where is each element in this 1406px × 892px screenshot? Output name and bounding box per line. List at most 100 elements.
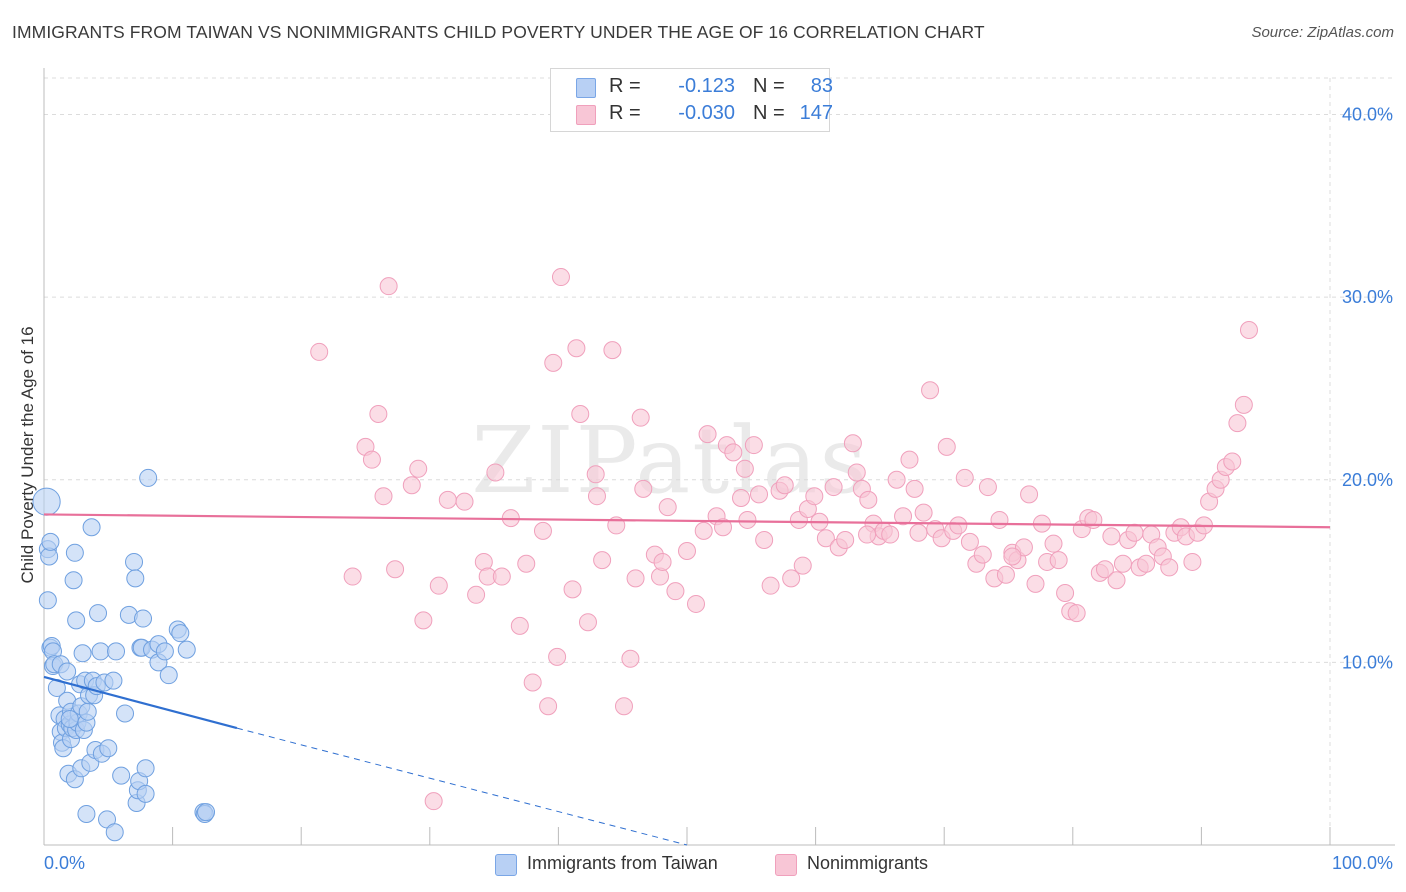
taiwan-point [38, 591, 57, 610]
taiwan-point [77, 804, 96, 823]
nonimmigrants-points [310, 268, 1258, 811]
nonimmigrant-point [343, 567, 362, 586]
nonimmigrant-point [805, 487, 824, 506]
x-tick-label: 100.0% [1332, 853, 1393, 873]
nonimmigrant-point [724, 443, 743, 462]
taiwan-point [91, 642, 110, 661]
taiwan-point [105, 823, 124, 842]
nonimmigrant-point [1223, 452, 1242, 471]
taiwan-point [125, 552, 144, 571]
taiwan-point [82, 518, 101, 537]
taiwan-point [89, 604, 108, 623]
nonimmigrant-point [1067, 604, 1086, 623]
nonimmigrant-point [567, 339, 586, 358]
nonimmigrant-point [960, 532, 979, 551]
nonimmigrant-point [914, 503, 933, 522]
taiwan-point [139, 468, 158, 487]
taiwan-point [78, 702, 97, 721]
nonimmigrant-point [735, 459, 754, 478]
nonimmigrant-point [631, 408, 650, 427]
nonimmigrant-point [1003, 547, 1022, 566]
taiwan-trend-line [43, 675, 238, 730]
nonimmigrant-point [973, 545, 992, 564]
nonimmigrant-point [402, 476, 421, 495]
nonimmigrant-point [859, 490, 878, 509]
taiwan-swatch [495, 854, 517, 876]
nonimmigrant-point [1183, 552, 1202, 571]
x-tick-label: 0.0% [44, 853, 85, 873]
nonimmigrant-point [626, 569, 645, 588]
taiwan-point [41, 532, 60, 551]
nonimmigrant-point [978, 478, 997, 497]
n-value: 147 [799, 102, 833, 124]
nonimmigrant-point [843, 434, 862, 453]
taiwan-trend-extension [236, 727, 688, 846]
nonimmigrant-point [990, 510, 1009, 529]
nonimmigrant-point [517, 554, 536, 573]
nonimmigrant-point [571, 405, 590, 424]
y-tick-label: 10.0% [1342, 652, 1393, 672]
nonimmigrant-point [761, 576, 780, 595]
nonimmigrant-point [1102, 527, 1121, 546]
taiwan-swatch [576, 78, 596, 98]
taiwan-points [32, 468, 216, 842]
r-value: -0.030 [678, 102, 735, 124]
taiwan-point [64, 571, 83, 590]
taiwan-point [126, 569, 145, 588]
legend-label: Nonimmigrants [807, 853, 929, 873]
n-label: N = [753, 75, 785, 97]
nonimmigrant-point [1239, 321, 1258, 340]
nonimmigrant-point [548, 647, 567, 666]
axes [43, 68, 1395, 846]
taiwan-point [73, 644, 92, 663]
nonimmigrant-point [881, 525, 900, 544]
tick-labels: 10.0% 20.0% 30.0% 40.0% 0.0% 100.0% [44, 105, 1393, 873]
nonimmigrant-point [429, 576, 448, 595]
nonimmigrant-point [816, 529, 835, 548]
nonimmigrant-point [486, 463, 505, 482]
nonimmigrant-point [1107, 571, 1126, 590]
nonimmigrant-point [544, 353, 563, 372]
nonimmigrant-point [1113, 554, 1132, 573]
taiwan-point [159, 666, 178, 685]
nonimmigrant-point [409, 459, 428, 478]
r-label: R = [609, 102, 641, 124]
nonimmigrant-point [492, 567, 511, 586]
nonimmigrant-point [578, 613, 597, 632]
nonimmigrant-point [379, 277, 398, 296]
trend-lines [43, 513, 1331, 846]
nonimmigrant-point [894, 507, 913, 526]
nonimmigrant-point [1056, 583, 1075, 602]
nonimmigrant-point [738, 510, 757, 529]
nonimmigrants-swatch [576, 105, 596, 125]
taiwan-point [112, 766, 131, 785]
nonimmigrant-point [1049, 551, 1068, 570]
y-axis-label: Child Poverty Under the Age of 16 [18, 326, 37, 584]
nonimmigrant-point [455, 492, 474, 511]
nonimmigrant-point [510, 616, 529, 635]
nonimmigrant-point [755, 531, 774, 550]
nonimmigrant-point [732, 489, 751, 508]
nonimmigrant-point [386, 560, 405, 579]
nonimmigrant-point [310, 342, 329, 361]
chart-title: IMMIGRANTS FROM TAIWAN VS NONIMMIGRANTS … [12, 22, 985, 42]
nonimmigrant-point [687, 594, 706, 613]
nonimmigrant-point [1020, 485, 1039, 504]
nonimmigrant-point [438, 490, 457, 509]
nonimmigrant-point [921, 381, 940, 400]
nonimmigrant-point [374, 487, 393, 506]
nonimmigrant-point [905, 479, 924, 498]
taiwan-point [134, 609, 153, 628]
nonimmigrant-point [424, 792, 443, 811]
nonimmigrant-point [858, 525, 877, 544]
nonimmigrant-point [1228, 414, 1247, 433]
nonimmigrants-swatch [775, 854, 797, 876]
nonimmigrant-point [698, 425, 717, 444]
taiwan-point [177, 640, 196, 659]
taiwan-point [99, 739, 118, 758]
nonimmigrant-point [1125, 523, 1144, 542]
taiwan-point [171, 624, 190, 643]
nonimmigrant-point [1234, 395, 1253, 414]
taiwan-point [116, 704, 135, 723]
